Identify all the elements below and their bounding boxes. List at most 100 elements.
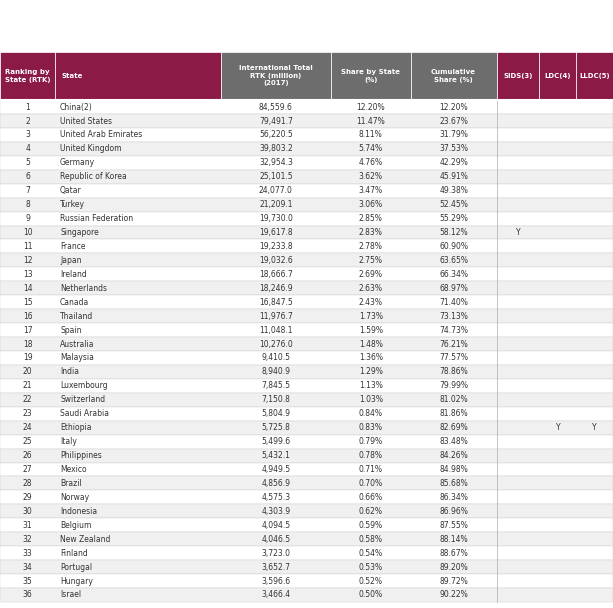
Text: 81.02%: 81.02% xyxy=(440,395,468,404)
Text: New Zealand: New Zealand xyxy=(60,534,110,544)
Text: 6: 6 xyxy=(25,172,30,181)
Text: 2.83%: 2.83% xyxy=(359,228,383,237)
Text: 23: 23 xyxy=(23,409,32,418)
Text: 13: 13 xyxy=(23,270,32,279)
Text: 1.13%: 1.13% xyxy=(359,381,383,390)
Text: 78.86%: 78.86% xyxy=(440,367,468,376)
Text: 74.73%: 74.73% xyxy=(439,326,468,334)
Text: 34: 34 xyxy=(23,562,32,572)
Bar xyxy=(0,142,613,156)
Text: 36: 36 xyxy=(23,590,32,599)
Text: 19,032.6: 19,032.6 xyxy=(259,256,293,265)
Text: 18,246.9: 18,246.9 xyxy=(259,284,292,293)
Text: 84,559.6: 84,559.6 xyxy=(259,103,293,112)
Text: 4,094.5: 4,094.5 xyxy=(261,521,291,530)
Text: Singapore: Singapore xyxy=(60,228,99,237)
Text: 42.29%: 42.29% xyxy=(440,158,468,167)
Bar xyxy=(0,351,613,365)
Text: 4,949.5: 4,949.5 xyxy=(261,465,291,474)
Text: 11,048.1: 11,048.1 xyxy=(259,326,292,334)
Text: Brazil: Brazil xyxy=(60,479,82,488)
Text: 88.67%: 88.67% xyxy=(440,548,468,558)
Text: 8: 8 xyxy=(25,200,30,209)
Text: 86.96%: 86.96% xyxy=(439,507,468,516)
Bar xyxy=(0,337,613,351)
Text: China(2): China(2) xyxy=(60,103,93,112)
Bar xyxy=(0,532,613,546)
Bar xyxy=(0,52,55,100)
Bar xyxy=(0,435,613,449)
Text: Norway: Norway xyxy=(60,493,89,502)
Text: United States: United States xyxy=(60,117,112,125)
Text: 0.53%: 0.53% xyxy=(359,562,383,572)
Text: 66.34%: 66.34% xyxy=(439,270,468,279)
Text: 21,209.1: 21,209.1 xyxy=(259,200,292,209)
Bar xyxy=(0,421,613,435)
Text: 25,101.5: 25,101.5 xyxy=(259,172,292,181)
Text: 1.29%: 1.29% xyxy=(359,367,383,376)
Text: Thailand: Thailand xyxy=(60,312,93,320)
Text: This table provides the international Revenue Tonne-kilometres (RTK) of ICAO Mem: This table provides the international Re… xyxy=(56,12,557,21)
Text: 1.48%: 1.48% xyxy=(359,339,383,348)
Text: LDC(4): LDC(4) xyxy=(544,73,571,79)
Text: 89.72%: 89.72% xyxy=(440,576,468,586)
Text: 1.36%: 1.36% xyxy=(359,353,383,362)
Text: 1.73%: 1.73% xyxy=(359,312,383,320)
Bar xyxy=(0,114,613,128)
Bar xyxy=(0,184,613,198)
Text: (by international total RTKs - scheduled and non-scheduled): (by international total RTKs - scheduled… xyxy=(191,34,422,43)
Text: 3: 3 xyxy=(25,131,30,139)
Text: 28: 28 xyxy=(23,479,32,488)
Bar xyxy=(0,407,613,421)
Text: 33: 33 xyxy=(23,548,32,558)
Text: 5,804.9: 5,804.9 xyxy=(261,409,291,418)
Bar xyxy=(0,156,613,170)
Text: 0.52%: 0.52% xyxy=(359,576,383,586)
Bar xyxy=(221,52,331,100)
Text: Australia: Australia xyxy=(60,339,94,348)
Text: 76.21%: 76.21% xyxy=(440,339,468,348)
Text: 0.71%: 0.71% xyxy=(359,465,383,474)
Text: 19,617.8: 19,617.8 xyxy=(259,228,292,237)
Text: Y: Y xyxy=(592,423,597,432)
Text: United Arab Emirates: United Arab Emirates xyxy=(60,131,142,139)
Text: 2.43%: 2.43% xyxy=(359,298,383,306)
Text: Japan: Japan xyxy=(60,256,82,265)
Bar xyxy=(0,323,613,337)
Text: 29: 29 xyxy=(23,493,32,502)
Text: 3,723.0: 3,723.0 xyxy=(261,548,291,558)
Bar xyxy=(0,198,613,212)
Text: 20: 20 xyxy=(23,367,32,376)
Bar xyxy=(0,505,613,518)
Text: Spain: Spain xyxy=(60,326,82,334)
Text: 4,046.5: 4,046.5 xyxy=(261,534,291,544)
Text: 5: 5 xyxy=(25,158,30,167)
Text: 71.40%: 71.40% xyxy=(439,298,468,306)
Bar xyxy=(0,212,613,226)
Text: Russian Federation: Russian Federation xyxy=(60,214,133,223)
Text: Germany: Germany xyxy=(60,158,95,167)
Text: 89.20%: 89.20% xyxy=(440,562,468,572)
Text: 17: 17 xyxy=(23,326,32,334)
Text: 12.20%: 12.20% xyxy=(357,103,385,112)
Text: 0.54%: 0.54% xyxy=(359,548,383,558)
Text: 3.06%: 3.06% xyxy=(359,200,383,209)
Text: 2: 2 xyxy=(25,117,30,125)
Text: 18,666.7: 18,666.7 xyxy=(259,270,293,279)
Text: Philippines: Philippines xyxy=(60,451,102,460)
Bar xyxy=(0,100,613,114)
Text: 39,803.2: 39,803.2 xyxy=(259,144,293,153)
Text: Cumulative
Share (%): Cumulative Share (%) xyxy=(431,69,476,83)
Text: 5,432.1: 5,432.1 xyxy=(261,451,291,460)
Text: Finland: Finland xyxy=(60,548,88,558)
Text: 90.22%: 90.22% xyxy=(440,590,468,599)
Text: 87.55%: 87.55% xyxy=(439,521,468,530)
Text: 7: 7 xyxy=(25,186,30,195)
Text: 3,466.4: 3,466.4 xyxy=(261,590,291,599)
Text: 19,730.0: 19,730.0 xyxy=(259,214,293,223)
Text: 8.11%: 8.11% xyxy=(359,131,383,139)
Bar xyxy=(0,226,613,240)
Bar xyxy=(539,52,576,100)
Text: 49.38%: 49.38% xyxy=(439,186,468,195)
Text: 7,150.8: 7,150.8 xyxy=(261,395,291,404)
